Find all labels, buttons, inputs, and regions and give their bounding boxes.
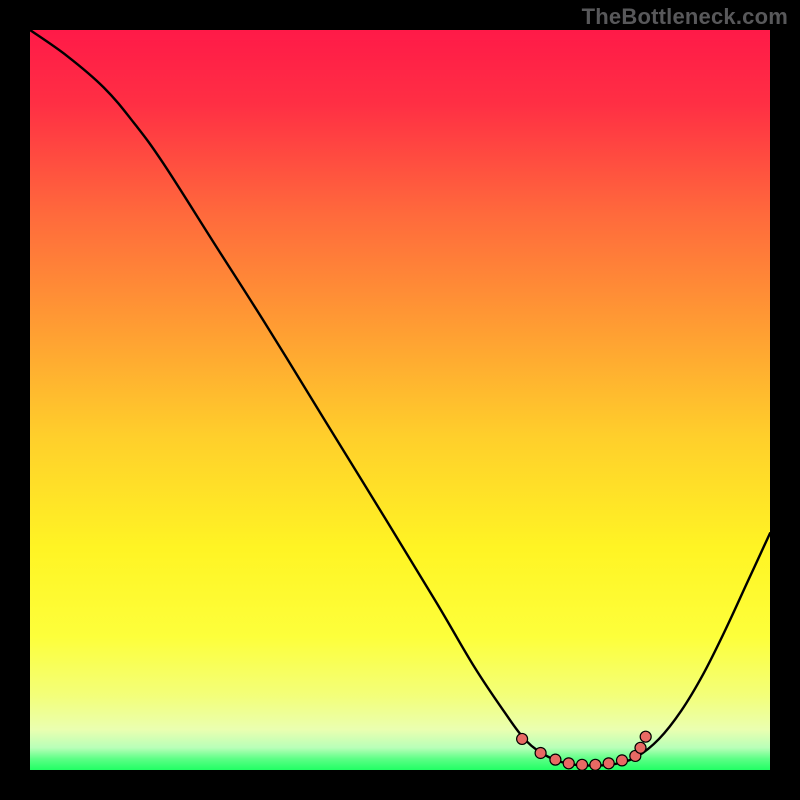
bottleneck-chart-container: TheBottleneck.com <box>0 0 800 800</box>
optimal-zone-marker <box>535 747 546 758</box>
optimal-zone-marker <box>517 733 528 744</box>
optimal-zone-marker <box>590 759 601 770</box>
bottleneck-chart <box>0 0 800 800</box>
optimal-zone-marker <box>640 731 651 742</box>
optimal-zone-marker <box>563 758 574 769</box>
optimal-zone-marker <box>617 755 628 766</box>
optimal-zone-marker <box>550 754 561 765</box>
watermark-text: TheBottleneck.com <box>582 4 788 30</box>
optimal-zone-marker <box>635 742 646 753</box>
optimal-zone-marker <box>577 759 588 770</box>
plot-background-gradient <box>30 30 770 770</box>
optimal-zone-marker <box>603 758 614 769</box>
